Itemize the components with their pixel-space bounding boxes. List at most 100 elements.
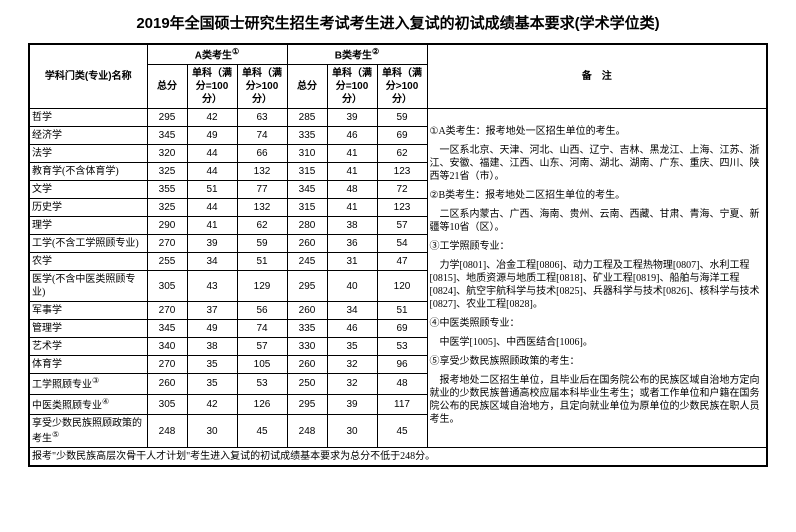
score-cell: 285 [287,109,327,127]
note-paragraph: ⑤享受少数民族照顾政策的考生： [430,355,765,368]
score-cell: 72 [377,181,427,199]
score-cell: 40 [327,271,377,302]
subject-cell: 体育学 [29,356,147,374]
score-cell: 260 [287,356,327,374]
footer-note: 报考"少数民族高层次骨干人才计划"考生进入复试的初试成绩基本要求为总分不低于24… [29,448,767,467]
score-cell: 260 [147,374,187,394]
score-cell: 34 [187,253,237,271]
score-cell: 59 [237,235,287,253]
score-cell: 255 [147,253,187,271]
score-cell: 47 [377,253,427,271]
score-cell: 325 [147,163,187,181]
score-cell: 45 [377,414,427,447]
score-cell: 44 [187,145,237,163]
score-cell: 132 [237,163,287,181]
subject-cell: 享受少数民族照顾政策的考生⑤ [29,414,147,447]
score-cell: 62 [377,145,427,163]
score-cell: 51 [187,181,237,199]
score-cell: 41 [187,217,237,235]
score-cell: 120 [377,271,427,302]
score-cell: 36 [327,235,377,253]
score-cell: 280 [287,217,327,235]
score-cell: 315 [287,163,327,181]
col-b-total: 总分 [287,65,327,109]
subject-cell: 军事学 [29,302,147,320]
score-cell: 32 [327,356,377,374]
score-cell: 41 [327,145,377,163]
note-body: 报考地处二区招生单位，且毕业后在国务院公布的民族区域自治地方定向就业的少数民族普… [430,374,765,426]
group-a-label: A类考生 [195,50,232,61]
score-cell: 53 [377,338,427,356]
score-cell: 38 [327,217,377,235]
col-subject: 学科门类(专业)名称 [29,44,147,109]
note-paragraph: ④中医类照顾专业： [430,317,765,330]
score-cell: 74 [237,320,287,338]
row-sup: ③ [92,376,99,385]
score-cell: 43 [187,271,237,302]
col-a-s100: 单科（满分=100分） [187,65,237,109]
score-cell: 325 [147,199,187,217]
score-cell: 42 [187,109,237,127]
score-cell: 35 [187,356,237,374]
score-cell: 41 [327,163,377,181]
score-cell: 41 [327,199,377,217]
score-cell: 270 [147,356,187,374]
score-cell: 39 [327,109,377,127]
subject-cell: 经济学 [29,127,147,145]
score-cell: 49 [187,320,237,338]
score-cell: 35 [187,374,237,394]
table-row: 哲学29542632853959①A类考生：报考地处一区招生单位的考生。一区系北… [29,109,767,127]
scores-table: 学科门类(专业)名称 A类考生① B类考生② 备 注 总分 单科（满分=100分… [28,43,768,467]
score-cell: 305 [147,394,187,414]
score-cell: 355 [147,181,187,199]
score-cell: 59 [377,109,427,127]
col-a-sov: 单科（满分>100分） [237,65,287,109]
score-cell: 295 [287,271,327,302]
col-b-s100: 单科（满分=100分） [327,65,377,109]
score-cell: 57 [237,338,287,356]
score-cell: 74 [237,127,287,145]
score-cell: 270 [147,302,187,320]
col-group-b: B类考生② [287,44,427,65]
score-cell: 53 [237,374,287,394]
subject-cell: 教育学(不含体育学) [29,163,147,181]
score-cell: 295 [287,394,327,414]
score-cell: 69 [377,127,427,145]
score-cell: 30 [327,414,377,447]
score-cell: 48 [377,374,427,394]
subject-cell: 法学 [29,145,147,163]
score-cell: 46 [327,320,377,338]
score-cell: 123 [377,199,427,217]
score-cell: 248 [287,414,327,447]
score-cell: 260 [287,302,327,320]
subject-cell: 工学照顾专业③ [29,374,147,394]
col-notes: 备 注 [427,44,767,109]
subject-cell: 医学(不含中医类照顾专业) [29,271,147,302]
score-cell: 38 [187,338,237,356]
score-cell: 32 [327,374,377,394]
note-body: 一区系北京、天津、河北、山西、辽宁、吉林、黑龙江、上海、江苏、浙江、安徽、福建、… [430,144,765,183]
score-cell: 34 [327,302,377,320]
score-cell: 44 [187,163,237,181]
score-cell: 335 [287,127,327,145]
subject-cell: 历史学 [29,199,147,217]
row-sup: ④ [102,397,109,406]
score-cell: 30 [187,414,237,447]
score-cell: 66 [237,145,287,163]
score-cell: 305 [147,271,187,302]
subject-cell: 工学(不含工学照顾专业) [29,235,147,253]
score-cell: 123 [377,163,427,181]
score-cell: 42 [187,394,237,414]
score-cell: 35 [327,338,377,356]
score-cell: 248 [147,414,187,447]
subject-cell: 艺术学 [29,338,147,356]
score-cell: 46 [327,127,377,145]
group-b-label: B类考生 [335,50,372,61]
subject-cell: 管理学 [29,320,147,338]
subject-cell: 中医类照顾专业④ [29,394,147,414]
score-cell: 117 [377,394,427,414]
score-cell: 310 [287,145,327,163]
score-cell: 77 [237,181,287,199]
col-b-sov: 单科（满分>100分） [377,65,427,109]
score-cell: 345 [147,127,187,145]
